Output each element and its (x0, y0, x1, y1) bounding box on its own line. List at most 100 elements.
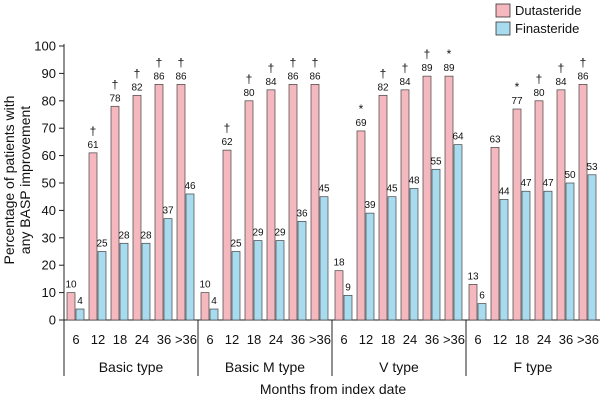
significance-marker: † (156, 55, 163, 69)
data-label-finasteride: 6 (479, 291, 485, 302)
significance-marker: † (580, 55, 587, 69)
data-label-finasteride: 4 (211, 296, 217, 307)
x-tick-label: 18 (515, 332, 529, 347)
legend: Dutasteride Finasteride (495, 3, 581, 36)
legend-swatch-finasteride (495, 21, 511, 36)
data-label-finasteride: 29 (252, 228, 264, 239)
data-label-dutasteride: 86 (175, 71, 187, 82)
data-label-dutasteride: 86 (153, 71, 165, 82)
data-label-dutasteride: 13 (467, 271, 479, 282)
data-label-finasteride: 44 (498, 186, 510, 197)
data-label-finasteride: 53 (586, 162, 598, 173)
bar-dutasteride (468, 284, 478, 321)
bar-finasteride (387, 196, 397, 321)
data-label-dutasteride: 82 (131, 82, 143, 93)
significance-marker: † (402, 61, 409, 75)
bar-finasteride (75, 308, 85, 321)
x-tick-label: 36 (157, 332, 171, 347)
bar-finasteride (141, 242, 151, 321)
data-label-dutasteride: 62 (221, 137, 233, 148)
bar-finasteride (119, 242, 129, 321)
data-label-dutasteride: 89 (421, 63, 433, 74)
bar-dutasteride (110, 105, 120, 321)
group-label: V type (379, 359, 419, 375)
y-tick-label: 70 (42, 121, 56, 136)
x-tick-label: 12 (91, 332, 105, 347)
data-label-finasteride: 48 (408, 175, 420, 186)
data-label-dutasteride: 86 (577, 71, 589, 82)
data-label-dutasteride: 78 (109, 93, 121, 104)
data-label-finasteride: 36 (296, 208, 308, 219)
bar-finasteride (543, 190, 553, 321)
x-tick-label: >36 (577, 332, 599, 347)
bar-dutasteride (400, 89, 410, 321)
x-tick-label: 24 (269, 332, 283, 347)
bar-dutasteride (222, 149, 232, 321)
y-tick-label: 10 (42, 285, 56, 300)
data-label-dutasteride: 10 (65, 280, 77, 291)
data-label-finasteride: 25 (230, 239, 242, 250)
data-label-finasteride: 9 (345, 282, 351, 293)
bar-dutasteride (422, 75, 432, 321)
y-tick-label: 50 (42, 176, 56, 191)
x-tick-label: 6 (340, 332, 347, 347)
bar-dutasteride (132, 94, 142, 321)
bar-dutasteride (66, 292, 76, 321)
bar-finasteride (431, 168, 441, 321)
significance-marker: † (312, 55, 319, 69)
legend-label-finasteride: Finasteride (515, 21, 579, 36)
y-tick-label: 40 (42, 203, 56, 218)
y-tick-label: 20 (42, 258, 56, 273)
data-label-finasteride: 55 (430, 156, 442, 167)
bar-finasteride (477, 303, 487, 321)
significance-marker: † (246, 72, 253, 86)
x-tick-label: >36 (443, 332, 465, 347)
legend-swatch-dutasteride (495, 3, 511, 18)
x-tick-label: 6 (206, 332, 213, 347)
bar-finasteride (253, 240, 263, 321)
x-tick-label: 24 (537, 332, 551, 347)
bar-dutasteride (154, 84, 164, 321)
bar-dutasteride (200, 292, 210, 321)
bar-finasteride (565, 182, 575, 321)
bar-dutasteride (378, 94, 388, 321)
bar-dutasteride (176, 84, 186, 321)
x-tick-label: 6 (72, 332, 79, 347)
bar-finasteride (365, 212, 375, 321)
bar-dutasteride (512, 108, 522, 321)
data-label-dutasteride: 77 (511, 96, 523, 107)
significance-marker: * (447, 47, 452, 61)
x-tick-label: 24 (135, 332, 149, 347)
data-label-dutasteride: 82 (377, 82, 389, 93)
bar-dutasteride (266, 89, 276, 321)
data-label-finasteride: 4 (77, 296, 83, 307)
y-tick-label: 30 (42, 230, 56, 245)
bar-dutasteride (88, 152, 98, 321)
data-label-dutasteride: 80 (243, 88, 255, 99)
bar-finasteride (521, 190, 531, 321)
significance-marker: † (178, 55, 185, 69)
x-axis-label: Months from index date (260, 381, 407, 397)
data-label-finasteride: 28 (140, 230, 152, 241)
bar-dutasteride (244, 100, 254, 321)
bar-finasteride (97, 251, 107, 321)
x-tick-label: 18 (113, 332, 127, 347)
bar-finasteride (185, 193, 195, 321)
significance-marker: * (515, 80, 520, 94)
bar-dutasteride (556, 89, 566, 321)
data-label-dutasteride: 80 (533, 88, 545, 99)
data-label-finasteride: 39 (364, 200, 376, 211)
y-tick-label: 100 (34, 39, 56, 54)
bar-finasteride (409, 188, 419, 321)
bar-finasteride (587, 174, 597, 321)
bar-dutasteride (578, 84, 588, 321)
data-label-dutasteride: 61 (87, 140, 99, 151)
y-tick-label: 0 (49, 313, 56, 328)
data-label-finasteride: 45 (318, 184, 330, 195)
data-label-dutasteride: 84 (555, 77, 567, 88)
data-label-dutasteride: 63 (489, 134, 501, 145)
group-label: Basic M type (225, 359, 305, 375)
bar-dutasteride (490, 147, 500, 321)
data-label-dutasteride: 18 (333, 258, 345, 269)
